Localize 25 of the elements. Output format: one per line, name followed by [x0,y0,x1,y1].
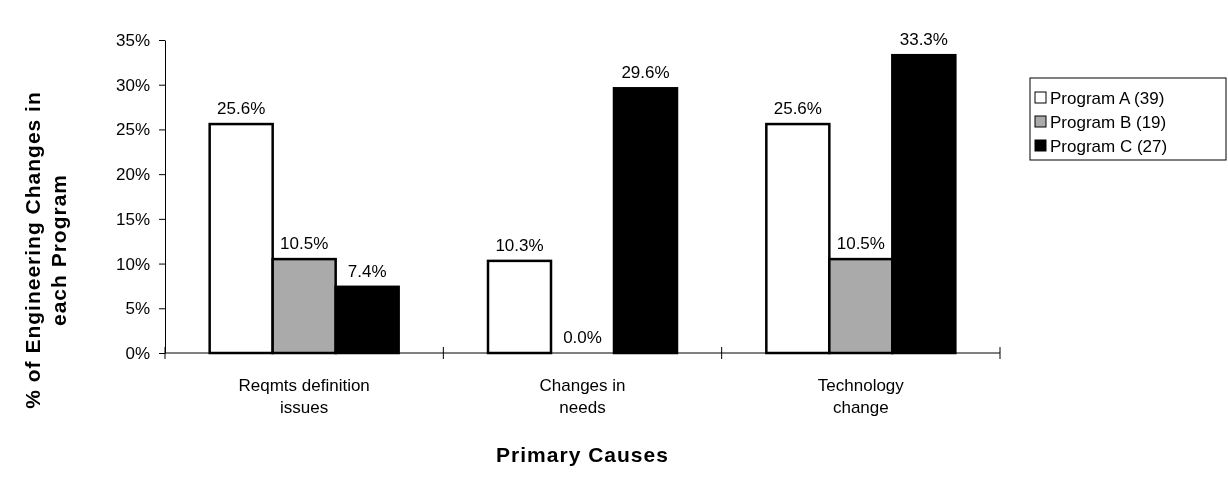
y-tick-label: 30% [115,75,150,95]
legend-label: Program A (39) [1050,89,1165,108]
data-label: 25.6% [217,99,266,119]
data-label: 0.0% [563,328,602,347]
data-label: 33.3% [899,30,948,50]
y-tick-label: 20% [115,165,150,185]
data-label: 7.4% [347,261,387,281]
x-tick-label: Technology change [817,376,905,417]
y-tick-label: 0% [125,343,150,363]
data-label: 10.3% [495,235,544,255]
data-label: 10.5% [836,234,885,254]
y-tick-label: 5% [125,299,150,319]
x-axis-title: Primary Causes [496,443,669,466]
y-tick-label: 35% [115,30,150,50]
data-label: 25.6% [773,99,822,119]
legend-label: Program B (19) [1050,113,1167,132]
data-label: 29.6% [621,63,670,83]
x-tick-label: Reqmts definition issues [238,376,370,417]
x-tick-label: Changes in needs [539,376,626,417]
y-tick-label: 15% [115,209,150,229]
y-tick-label: 10% [115,254,150,274]
y-axis-title: % of Engineering Changes in each Program [21,91,70,409]
legend-label: Program C (27) [1050,137,1168,156]
y-tick-label: 25% [115,120,150,140]
data-label: 10.5% [280,234,329,254]
